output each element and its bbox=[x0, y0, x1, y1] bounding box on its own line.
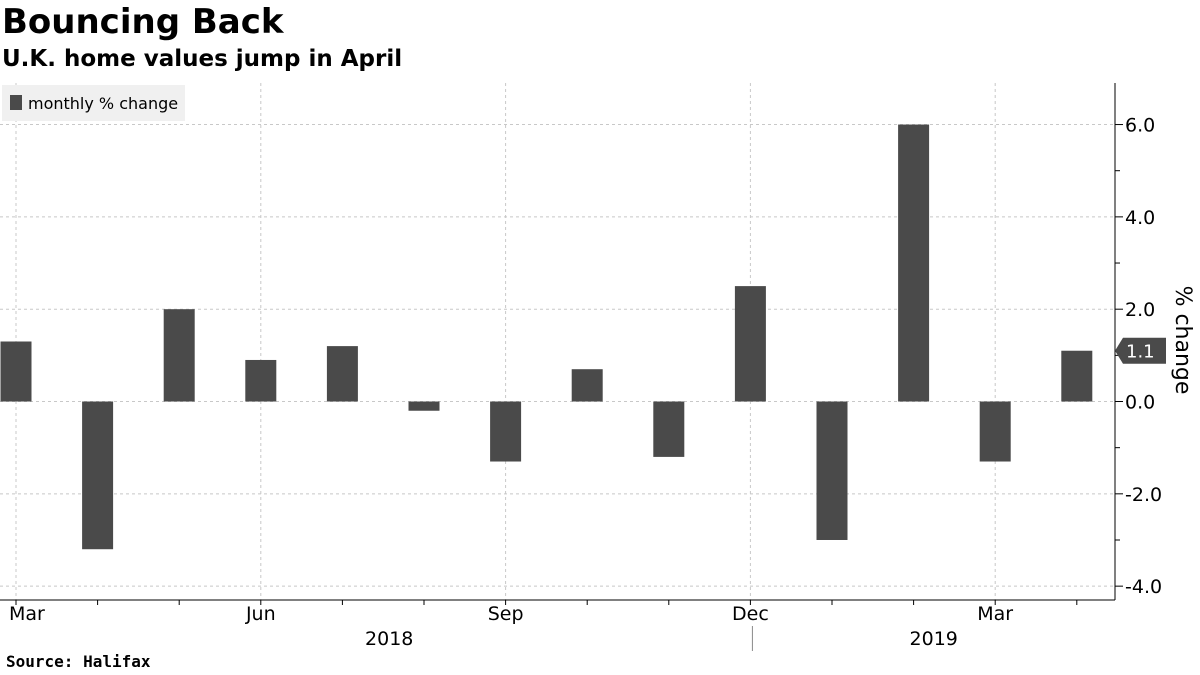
bar bbox=[979, 401, 1011, 462]
bar bbox=[0, 341, 32, 402]
chart-subtitle: U.K. home values jump in April bbox=[2, 46, 403, 72]
x-tick-label: Mar bbox=[977, 603, 1013, 625]
y-tick-label: 0.0 bbox=[1125, 392, 1155, 414]
legend-swatch bbox=[10, 95, 22, 110]
bar bbox=[408, 401, 440, 411]
last-value-callout-shape bbox=[1115, 337, 1166, 364]
x-tick-label: Dec bbox=[732, 603, 769, 625]
x-tick-label: Mar bbox=[9, 603, 45, 625]
legend-label: monthly % change bbox=[28, 94, 178, 113]
bar bbox=[82, 401, 114, 550]
bar bbox=[490, 401, 522, 462]
legend-background bbox=[2, 85, 185, 121]
chart-title: Bouncing Back bbox=[2, 2, 284, 42]
x-tick-label: Jun bbox=[245, 603, 276, 625]
year-label-2018: 2018 bbox=[365, 628, 413, 650]
source-note: Source: Halifax bbox=[6, 652, 151, 671]
legend: monthly % change bbox=[2, 85, 185, 121]
y-tick-label: 6.0 bbox=[1125, 115, 1155, 137]
axes: -4.0 -2.0 0.0 2.0 4.0 6.0 Mar Jun Sep Dec Mar 2018 2… bbox=[0, 83, 1162, 651]
y-tick-label: 2.0 bbox=[1125, 299, 1155, 321]
last-value-callout: 1.1 bbox=[1115, 337, 1166, 364]
bar bbox=[163, 309, 195, 402]
y-tick-label: -2.0 bbox=[1125, 484, 1162, 506]
bar bbox=[245, 359, 277, 402]
bar bbox=[734, 286, 766, 402]
y-tick-label: 4.0 bbox=[1125, 207, 1155, 229]
x-tick-label: Sep bbox=[488, 603, 524, 625]
bars bbox=[0, 124, 1093, 550]
bar bbox=[898, 124, 930, 402]
year-label-2019: 2019 bbox=[910, 628, 958, 650]
bar bbox=[816, 401, 848, 540]
bar bbox=[571, 369, 603, 402]
last-value-label: 1.1 bbox=[1126, 342, 1155, 363]
y-axis-label: % change bbox=[1170, 286, 1195, 395]
bar bbox=[653, 401, 685, 457]
bar bbox=[1061, 350, 1093, 402]
y-tick-label: -4.0 bbox=[1125, 576, 1162, 598]
bar bbox=[326, 346, 358, 402]
